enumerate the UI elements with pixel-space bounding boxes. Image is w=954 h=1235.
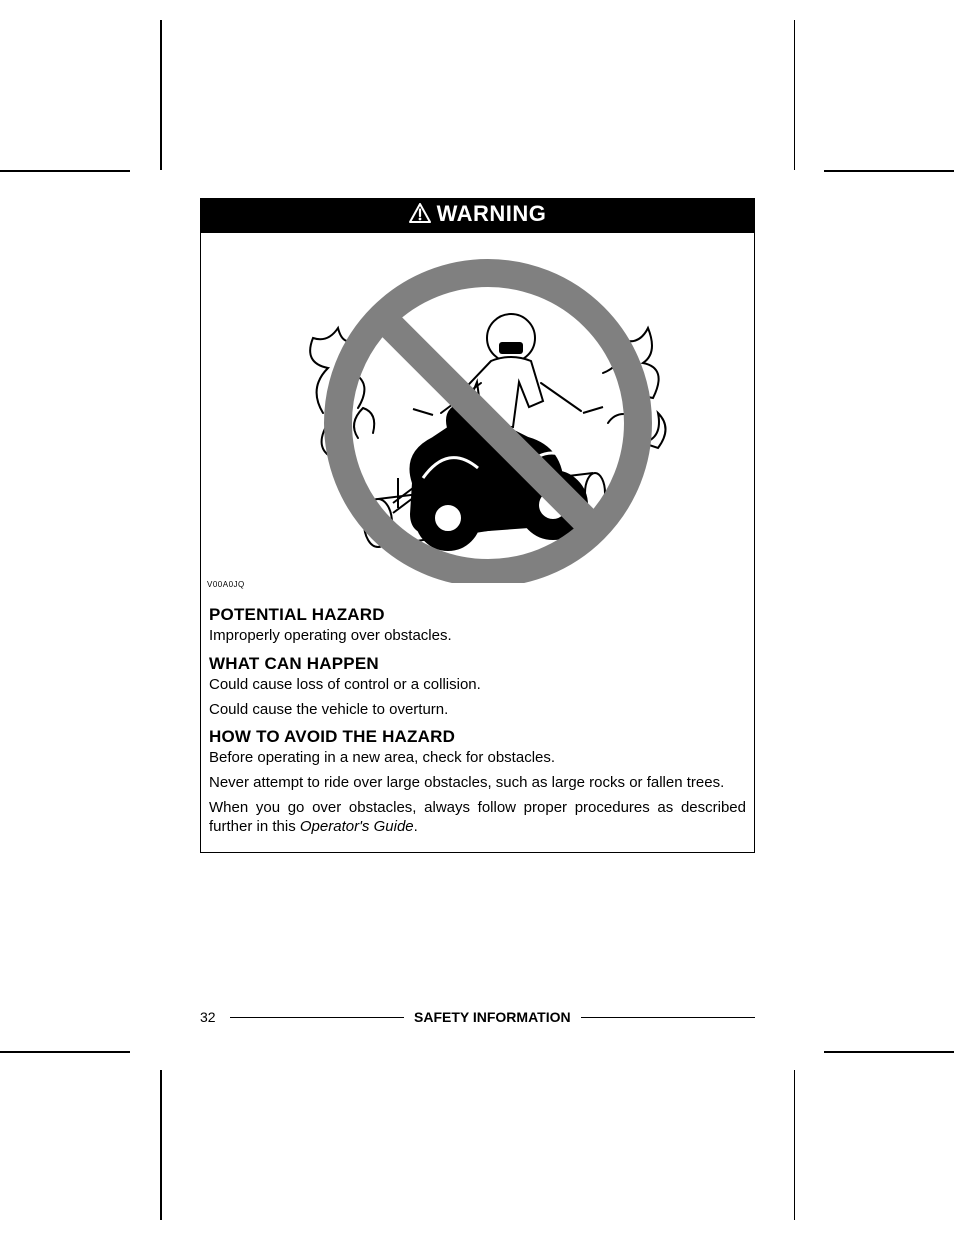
- crop-mark: [794, 20, 796, 170]
- warning-header-label: WARNING: [437, 201, 547, 226]
- warning-illustration: V00A0JQ: [201, 233, 754, 593]
- footer-rule: [230, 1017, 404, 1018]
- page-frame: WARNING: [160, 20, 795, 1220]
- body-text-span: .: [414, 818, 418, 835]
- body-text: Before operating in a new area, check fo…: [209, 749, 746, 768]
- body-text: Could cause the vehicle to overturn.: [209, 701, 746, 720]
- operators-guide-ref: Operator's Guide: [300, 818, 414, 835]
- footer-rule: [581, 1017, 755, 1018]
- body-text: Improperly operating over obstacles.: [209, 627, 746, 646]
- crop-mark: [0, 170, 130, 172]
- footer-label: SAFETY INFORMATION: [414, 1009, 571, 1025]
- crop-mark: [0, 1051, 130, 1053]
- body-text: When you go over obstacles, always follo…: [209, 799, 746, 837]
- warning-box: WARNING: [200, 198, 755, 853]
- crop-mark: [824, 170, 954, 172]
- figure-reference: V00A0JQ: [207, 580, 245, 589]
- warning-triangle-icon: [409, 203, 431, 229]
- crop-mark: [160, 1070, 162, 1220]
- body-text: Could cause loss of control or a collisi…: [209, 676, 746, 695]
- crop-mark: [160, 20, 162, 170]
- section-heading-what-can-happen: WHAT CAN HAPPEN: [209, 654, 746, 674]
- page-number: 32: [200, 1009, 216, 1025]
- section-heading-how-to-avoid: HOW TO AVOID THE HAZARD: [209, 727, 746, 747]
- page-footer: 32 SAFETY INFORMATION: [200, 1009, 755, 1025]
- body-text-span: When you go over obstacles, always follo…: [209, 799, 746, 835]
- warning-header: WARNING: [201, 199, 754, 233]
- crop-mark: [824, 1051, 954, 1053]
- crop-mark: [794, 1070, 796, 1220]
- body-text: Never attempt to ride over large obstacl…: [209, 774, 746, 793]
- section-heading-potential-hazard: POTENTIAL HAZARD: [209, 605, 746, 625]
- warning-content: POTENTIAL HAZARD Improperly operating ov…: [201, 593, 754, 852]
